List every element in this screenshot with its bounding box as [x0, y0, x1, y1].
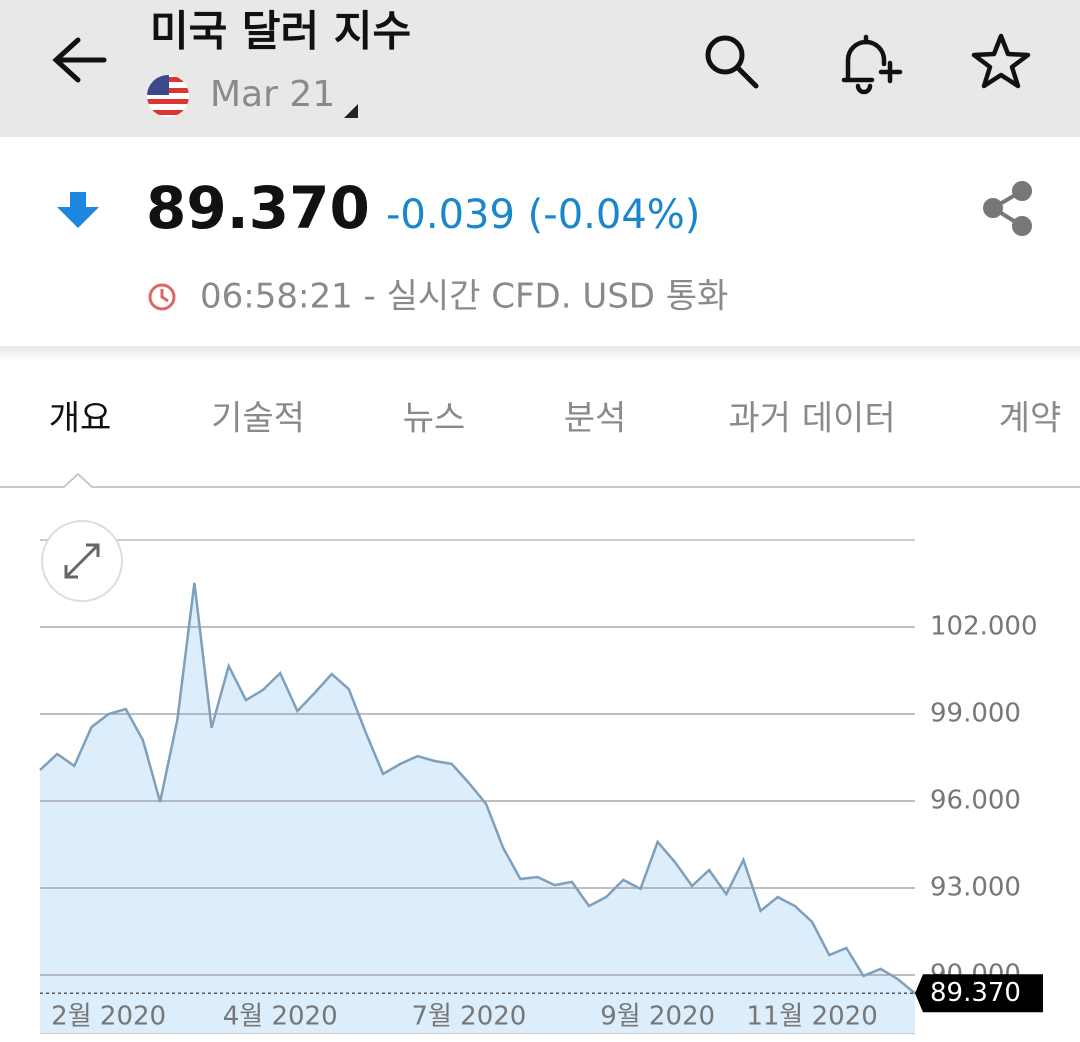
tab-indicator — [0, 472, 1080, 488]
us-flag — [147, 75, 189, 117]
y-tick-label: 99.000 — [930, 699, 1021, 729]
last-price-label: 89.370 — [930, 978, 1021, 1008]
tab[interactable]: 분석 — [564, 399, 627, 439]
share-icon[interactable] — [983, 181, 1032, 236]
instrument-title: 미국 달러 지수 — [150, 7, 411, 56]
favorite-star[interactable] — [971, 33, 1031, 89]
date-selector[interactable]: Mar 21 — [210, 74, 335, 115]
alert-add-icon[interactable] — [841, 34, 903, 95]
expand-button[interactable] — [41, 520, 123, 602]
y-tick-label: 102.000 — [930, 612, 1038, 642]
y-tick-label: 93.000 — [930, 873, 1021, 903]
clock-icon — [148, 283, 176, 311]
search-icon[interactable] — [705, 35, 759, 89]
area-fill — [40, 582, 915, 1033]
tab[interactable]: 과거 데이터 — [728, 399, 895, 439]
back-button[interactable] — [52, 37, 107, 83]
x-tick-label: 2월 2020 — [51, 1002, 166, 1032]
x-tick-label: 9월 2020 — [600, 1002, 715, 1032]
tab[interactable]: 기술적 — [211, 399, 305, 439]
time-note: 06:58:21 - 실시간 CFD. USD 통화 — [200, 277, 728, 317]
tab[interactable]: 개요 — [49, 399, 112, 439]
price: 89.370 — [146, 174, 370, 242]
dropdown-caret — [344, 104, 358, 118]
x-tick-label: 7월 2020 — [411, 1002, 526, 1032]
header-bar — [0, 0, 1080, 137]
y-tick-label: 96.000 — [930, 786, 1021, 816]
tab[interactable]: 계약 — [999, 399, 1062, 439]
section-shadow — [0, 346, 1080, 360]
price-change: -0.039 (-0.04%) — [386, 192, 700, 238]
tab[interactable]: 뉴스 — [403, 399, 466, 439]
tab-bar: 개요 기술적 뉴스 분석 과거 데이터 계약 — [49, 399, 1062, 439]
x-tick-label: 4월 2020 — [223, 1002, 338, 1032]
down-arrow — [57, 192, 99, 228]
x-tick-label: 11월 2020 — [746, 1002, 877, 1032]
price-line — [39, 582, 916, 995]
last-price-tag — [915, 974, 1043, 1013]
